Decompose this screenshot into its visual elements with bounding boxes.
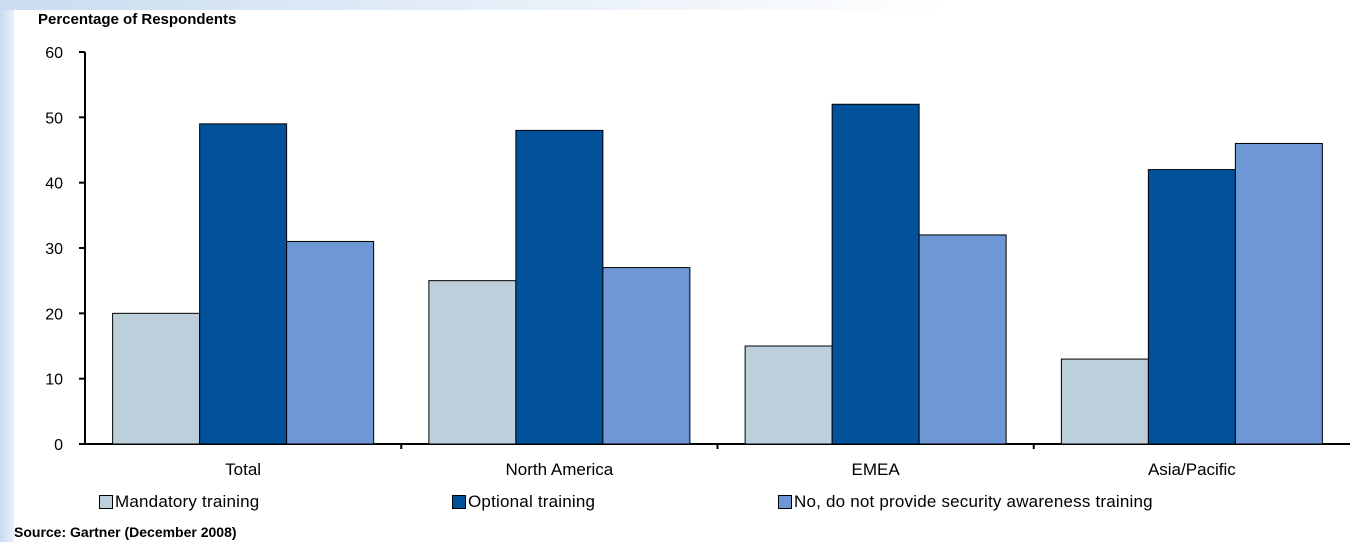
bar-asia-pacific-series-1 bbox=[1060, 358, 1149, 445]
legend-item-no-training: No, do not provide security awareness tr… bbox=[778, 492, 1153, 512]
x-tick-label: North America bbox=[506, 460, 614, 479]
bar-total-series-1 bbox=[112, 312, 201, 445]
bar-asia-pacific-series-2 bbox=[1147, 169, 1236, 445]
legend-swatch-mandatory bbox=[99, 495, 113, 509]
bar-emea-series-2 bbox=[831, 103, 920, 445]
legend-label-no-training: No, do not provide security awareness tr… bbox=[794, 492, 1153, 511]
x-tick-label: EMEA bbox=[852, 460, 901, 479]
legend-swatch-no-training bbox=[778, 495, 792, 509]
y-tick-label: 0 bbox=[54, 437, 63, 454]
legend-label-optional: Optional training bbox=[468, 492, 596, 511]
y-tick-label: 30 bbox=[45, 241, 63, 258]
y-tick-label: 10 bbox=[45, 372, 63, 389]
y-tick-label: 40 bbox=[45, 176, 63, 193]
bar-north-america-series-3 bbox=[602, 267, 691, 445]
bar-north-america-series-1 bbox=[428, 280, 517, 445]
bar-total-series-2 bbox=[199, 123, 288, 445]
legend-item-mandatory: Mandatory training bbox=[99, 492, 259, 512]
y-axis-title: Percentage of Respondents bbox=[38, 11, 237, 28]
y-tick-label: 20 bbox=[45, 306, 63, 323]
source-note: Source: Gartner (December 2008) bbox=[14, 524, 237, 540]
slide-left-edge bbox=[0, 0, 14, 542]
slide-top-edge bbox=[0, 0, 1357, 10]
legend-item-optional: Optional training bbox=[452, 492, 595, 512]
bar-north-america-series-2 bbox=[515, 129, 604, 445]
x-tick-label: Total bbox=[225, 460, 261, 479]
y-tick-label: 60 bbox=[45, 45, 63, 62]
legend-label-mandatory: Mandatory training bbox=[115, 492, 260, 511]
x-tick-label: Asia/Pacific bbox=[1148, 460, 1236, 479]
bar-emea-series-1 bbox=[744, 345, 833, 445]
bar-asia-pacific-series-3 bbox=[1234, 142, 1323, 445]
bar-emea-series-3 bbox=[918, 234, 1007, 445]
bar-total-series-3 bbox=[286, 240, 375, 445]
legend-swatch-optional bbox=[452, 495, 466, 509]
y-tick-label: 50 bbox=[45, 110, 63, 127]
